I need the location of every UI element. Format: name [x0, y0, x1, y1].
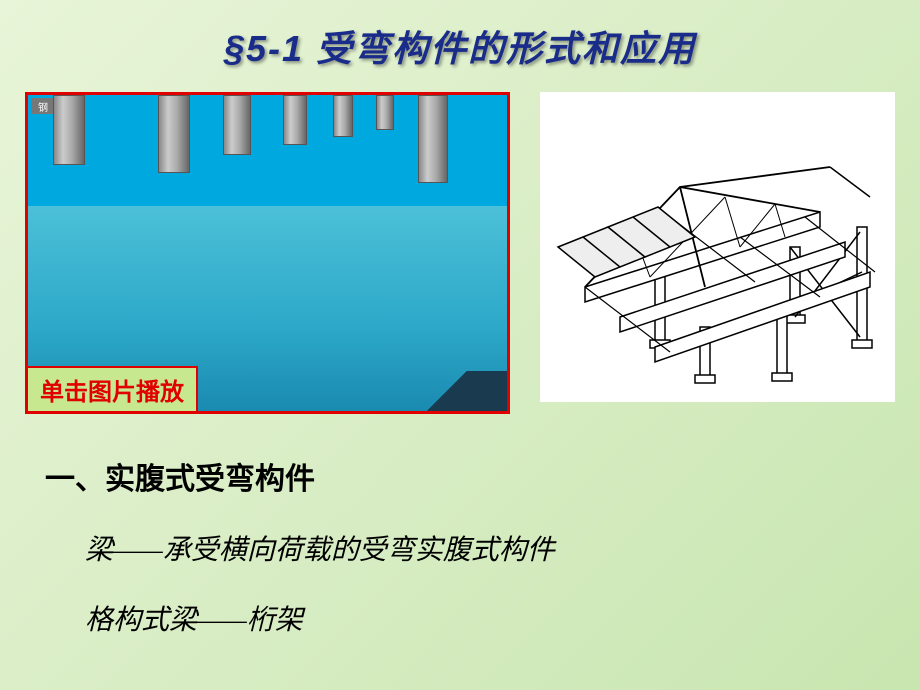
- body-line-2: 格构式梁——桁架: [45, 598, 900, 638]
- column: [376, 95, 394, 130]
- render-image: 钢: [28, 95, 507, 411]
- column: [158, 95, 190, 173]
- column: [418, 95, 448, 183]
- slide-title: §5-1 受弯构件的形式和应用: [20, 20, 900, 72]
- slide: §5-1 受弯构件的形式和应用 钢 单击图片播放: [0, 0, 920, 690]
- structure-svg: [540, 92, 895, 402]
- body-line-1: 梁——承受横向荷载的受弯实腹式构件: [45, 528, 900, 568]
- left-image-container[interactable]: 钢 单击图片播放: [25, 92, 510, 414]
- columns-group: [28, 95, 507, 206]
- images-row: 钢 单击图片播放: [20, 92, 900, 414]
- play-caption[interactable]: 单击图片播放: [26, 366, 198, 413]
- column: [283, 95, 307, 145]
- column: [53, 95, 85, 165]
- shadow-corner: [387, 371, 507, 411]
- content-area: 一、实腹式受弯构件 梁——承受横向荷载的受弯实腹式构件 格构式梁——桁架: [20, 444, 900, 638]
- structure-diagram: [540, 92, 895, 402]
- column: [333, 95, 353, 137]
- column: [223, 95, 251, 155]
- section-heading: 一、实腹式受弯构件: [45, 454, 900, 498]
